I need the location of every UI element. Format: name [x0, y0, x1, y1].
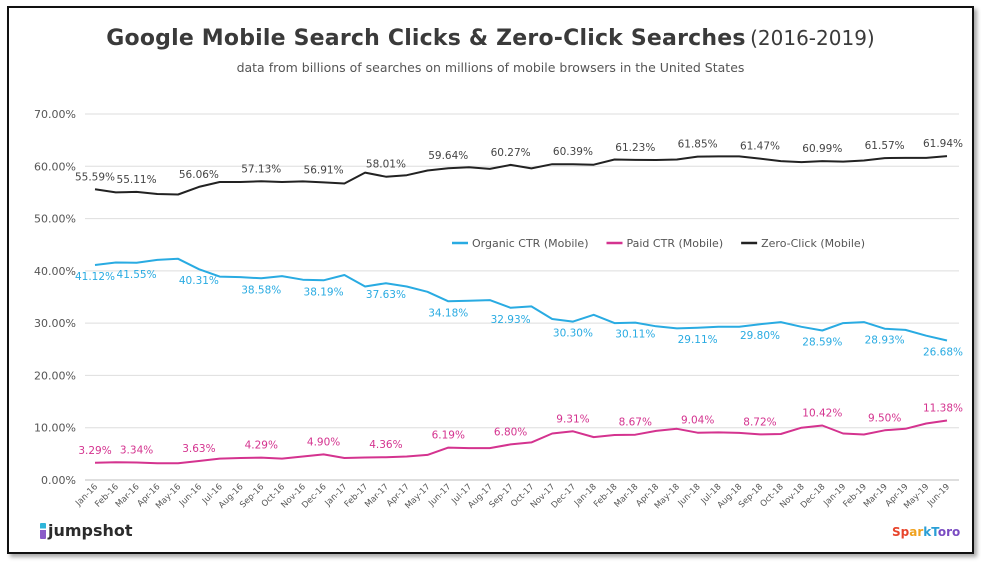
data-label: 61.85% [678, 139, 718, 151]
data-label: 10.42% [802, 408, 842, 420]
data-label: 41.12% [75, 271, 115, 283]
data-label: 55.11% [117, 174, 157, 186]
data-label: 60.27% [491, 147, 531, 159]
data-label: 34.18% [428, 307, 468, 319]
data-label: 58.01% [366, 159, 406, 171]
data-label: 40.31% [179, 275, 219, 287]
data-label: 59.64% [428, 150, 468, 162]
data-label: 4.90% [307, 436, 340, 448]
x-tick-label: Jun-16 [177, 482, 204, 509]
jumpshot-logo-text: jumpshot [48, 521, 133, 540]
data-label: 26.68% [923, 347, 963, 359]
y-tick-label: 20.00% [34, 369, 76, 382]
data-label: 56.06% [179, 169, 219, 181]
sparktoro-logo: SparkToro [892, 525, 960, 539]
sparktoro-logo-part: kT [923, 525, 938, 539]
data-label: 38.19% [304, 286, 344, 298]
data-label: 3.29% [78, 445, 111, 457]
data-label: 61.23% [615, 142, 655, 154]
data-label: 32.93% [491, 314, 531, 326]
data-label: 28.59% [802, 337, 842, 349]
legend-label: Organic CTR (Mobile) [472, 237, 589, 250]
data-label: 9.04% [681, 415, 714, 427]
sparktoro-logo-part: oro [937, 525, 961, 539]
x-tick-label: Jun-17 [426, 482, 453, 509]
chart-subtitle: data from billions of searches on millio… [236, 60, 745, 75]
data-label: 61.57% [865, 140, 905, 152]
series-line [94, 155, 948, 196]
data-label: 6.80% [494, 426, 527, 438]
data-label: 30.30% [553, 328, 593, 340]
data-label: 11.38% [923, 402, 963, 414]
y-tick-label: 10.00% [34, 422, 76, 435]
data-label: 57.13% [241, 163, 281, 175]
data-label: 55.59% [75, 171, 115, 183]
chart-title: Google Mobile Search Clicks & Zero-Click… [106, 26, 746, 51]
data-label: 9.31% [556, 413, 589, 425]
legend-label: Zero-Click (Mobile) [761, 237, 865, 250]
data-label: 41.55% [117, 269, 157, 281]
data-label: 61.47% [740, 141, 780, 153]
data-label: 37.63% [366, 289, 406, 301]
data-label: 3.63% [182, 443, 215, 455]
data-label: 9.50% [868, 412, 901, 424]
data-label: 29.80% [740, 330, 780, 342]
y-tick-label: 50.00% [34, 213, 76, 226]
data-label: 6.19% [432, 430, 465, 442]
x-tick-label: Jun-18 [676, 482, 703, 509]
data-label: 4.29% [245, 440, 278, 452]
data-label: 8.72% [743, 416, 776, 428]
series-line [94, 257, 948, 342]
y-tick-label: 60.00% [34, 160, 76, 173]
y-tick-label: 70.00% [34, 108, 76, 121]
data-label: 56.91% [304, 164, 344, 176]
data-label: 61.94% [923, 138, 963, 150]
data-label: 29.11% [678, 334, 718, 346]
sparktoro-logo-part: Sp [892, 525, 910, 539]
y-tick-label: 0.00% [41, 474, 76, 487]
sparktoro-logo-part: ar [909, 525, 924, 539]
data-label: 3.34% [120, 445, 153, 457]
y-tick-label: 40.00% [34, 265, 76, 278]
chart-title-row: Google Mobile Search Clicks & Zero-Click… [0, 26, 981, 51]
y-tick-label: 30.00% [34, 317, 76, 330]
data-label: 30.11% [615, 329, 655, 341]
data-label: 8.67% [619, 417, 652, 429]
data-label: 38.58% [241, 284, 281, 296]
jumpshot-logo: jumpshot [40, 521, 133, 540]
x-tick-label: Jun-19 [925, 482, 952, 509]
jumpshot-mark-icon [40, 523, 46, 539]
data-label: 60.39% [553, 146, 593, 158]
chart-title-years: (2016-2019) [750, 26, 875, 50]
series-line [94, 419, 948, 465]
data-label: 4.36% [369, 439, 402, 451]
legend-label: Paid CTR (Mobile) [627, 237, 724, 250]
data-label: 28.93% [865, 335, 905, 347]
data-label: 60.99% [802, 143, 842, 155]
